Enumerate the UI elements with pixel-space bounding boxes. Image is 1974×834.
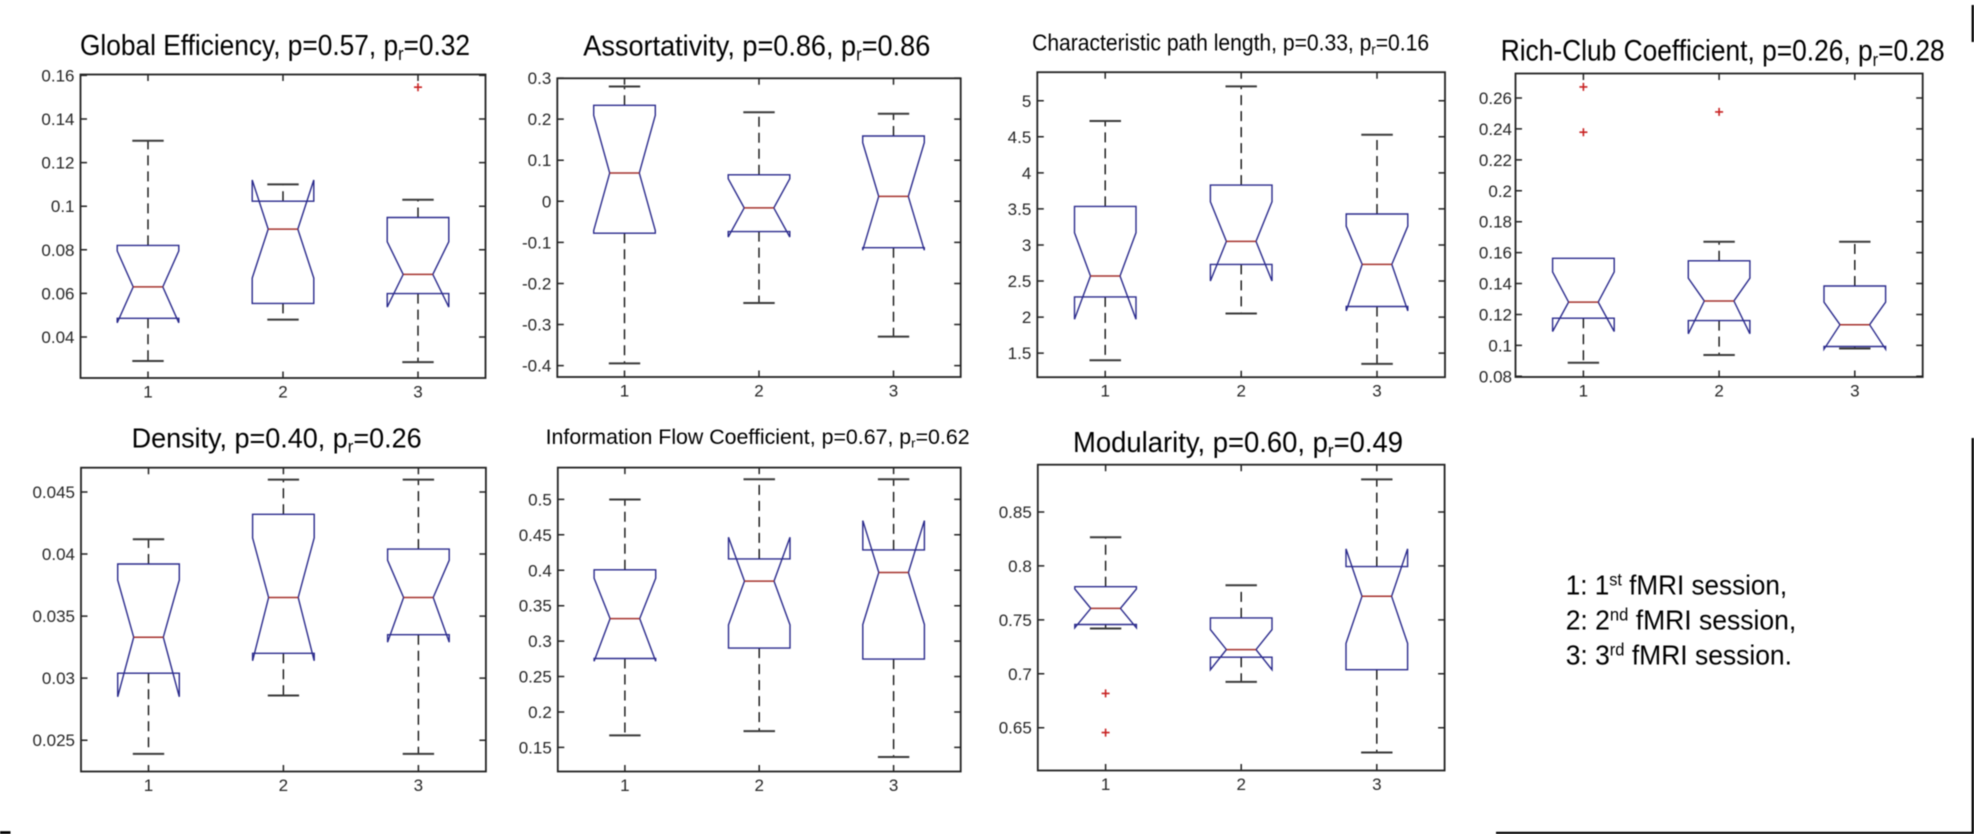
svg-text:0.03: 0.03 xyxy=(42,669,75,688)
svg-text:1: 1 xyxy=(1100,382,1109,401)
svg-text:2: 2 xyxy=(1714,382,1723,401)
svg-text:2: 2 xyxy=(278,383,287,402)
svg-text:2.5: 2.5 xyxy=(1008,272,1032,291)
svg-text:0.04: 0.04 xyxy=(42,545,75,564)
svg-text:5: 5 xyxy=(1022,92,1031,111)
svg-text:2: 2 xyxy=(1022,308,1031,327)
svg-text:3: 3rd fMRI session.: 3: 3rd fMRI session. xyxy=(1566,640,1792,671)
svg-text:1: 1 xyxy=(144,776,153,795)
svg-text:0.06: 0.06 xyxy=(41,284,74,303)
svg-text:Information Flow Coefficient,: Information Flow Coefficient, p=0.67, pr… xyxy=(546,426,970,451)
svg-text:Global Efficiency, p=0.57, pr=: Global Efficiency, p=0.57, pr=0.32 xyxy=(80,30,470,64)
svg-text:1: 1 xyxy=(620,382,629,401)
svg-text:0.2: 0.2 xyxy=(528,703,552,722)
svg-text:-0.1: -0.1 xyxy=(522,233,551,252)
svg-text:0.2: 0.2 xyxy=(528,110,552,129)
svg-text:2: 2 xyxy=(1236,775,1245,794)
svg-text:0.45: 0.45 xyxy=(519,526,552,545)
svg-text:2: 2 xyxy=(754,776,763,795)
svg-text:0.14: 0.14 xyxy=(1479,275,1512,294)
svg-text:0.35: 0.35 xyxy=(519,597,552,616)
svg-text:3: 3 xyxy=(889,776,898,795)
svg-text:0.15: 0.15 xyxy=(519,738,552,757)
svg-text:-0.4: -0.4 xyxy=(522,357,551,376)
svg-text:1: 1st fMRI session,: 1: 1st fMRI session, xyxy=(1566,570,1788,601)
svg-text:0.75: 0.75 xyxy=(999,611,1032,630)
svg-text:2: 2 xyxy=(279,776,288,795)
svg-text:0.26: 0.26 xyxy=(1479,89,1512,108)
svg-text:1: 1 xyxy=(143,383,152,402)
svg-text:0.4: 0.4 xyxy=(528,561,552,580)
svg-text:1.5: 1.5 xyxy=(1008,344,1032,363)
svg-text:3.5: 3.5 xyxy=(1008,200,1032,219)
svg-text:2: 2nd fMRI session,: 2: 2nd fMRI session, xyxy=(1566,605,1797,636)
svg-text:4.5: 4.5 xyxy=(1008,128,1032,147)
svg-text:0.1: 0.1 xyxy=(51,197,75,216)
svg-text:0.85: 0.85 xyxy=(999,503,1032,522)
svg-text:0.16: 0.16 xyxy=(1479,244,1512,263)
svg-text:0.25: 0.25 xyxy=(519,668,552,687)
svg-text:Assortativity, p=0.86, pr=0.86: Assortativity, p=0.86, pr=0.86 xyxy=(583,30,930,64)
svg-text:0.08: 0.08 xyxy=(41,241,74,260)
svg-text:0.5: 0.5 xyxy=(528,490,552,509)
svg-text:0.7: 0.7 xyxy=(1008,665,1032,684)
svg-text:0.18: 0.18 xyxy=(1479,213,1512,232)
svg-text:0.24: 0.24 xyxy=(1479,120,1512,139)
svg-text:4: 4 xyxy=(1022,164,1031,183)
svg-text:0.04: 0.04 xyxy=(41,328,74,347)
svg-text:3: 3 xyxy=(413,383,422,402)
svg-text:0.65: 0.65 xyxy=(999,719,1032,738)
svg-text:3: 3 xyxy=(1372,382,1381,401)
svg-text:0.1: 0.1 xyxy=(1488,336,1512,355)
svg-text:3: 3 xyxy=(1372,775,1381,794)
svg-text:0.045: 0.045 xyxy=(32,483,75,502)
svg-text:1: 1 xyxy=(620,776,629,795)
svg-text:3: 3 xyxy=(414,776,423,795)
svg-text:0.08: 0.08 xyxy=(1479,367,1512,386)
svg-text:0.1: 0.1 xyxy=(528,151,552,170)
svg-text:2: 2 xyxy=(754,382,763,401)
svg-text:-0.2: -0.2 xyxy=(522,275,551,294)
svg-text:Density, p=0.40, pr=0.26: Density, p=0.40, pr=0.26 xyxy=(132,423,422,457)
svg-text:0.16: 0.16 xyxy=(41,66,74,85)
svg-text:2: 2 xyxy=(1236,382,1245,401)
svg-text:0.3: 0.3 xyxy=(528,632,552,651)
svg-text:3: 3 xyxy=(1850,382,1859,401)
svg-text:3: 3 xyxy=(1022,236,1031,255)
svg-text:0.2: 0.2 xyxy=(1488,182,1512,201)
svg-text:0.8: 0.8 xyxy=(1008,557,1032,576)
svg-text:0.12: 0.12 xyxy=(41,154,74,173)
svg-text:3: 3 xyxy=(889,382,898,401)
svg-text:Characteristic path length, p=: Characteristic path length, p=0.33, pr=0… xyxy=(1032,30,1429,59)
svg-text:0.14: 0.14 xyxy=(41,110,74,129)
svg-text:0.025: 0.025 xyxy=(32,731,75,750)
svg-text:-0.3: -0.3 xyxy=(522,316,551,335)
svg-text:0.22: 0.22 xyxy=(1479,151,1512,170)
svg-text:Rich-Club Coefficient, p=0.26,: Rich-Club Coefficient, p=0.26, pr=0.28 xyxy=(1501,34,1945,69)
svg-text:0.3: 0.3 xyxy=(528,69,552,88)
svg-text:0: 0 xyxy=(542,192,551,211)
svg-text:1: 1 xyxy=(1101,775,1110,794)
svg-text:0.12: 0.12 xyxy=(1479,306,1512,325)
svg-text:0.035: 0.035 xyxy=(32,607,75,626)
svg-text:1: 1 xyxy=(1579,382,1588,401)
svg-text:Modularity, p=0.60, pr=0.49: Modularity, p=0.60, pr=0.49 xyxy=(1073,427,1403,461)
